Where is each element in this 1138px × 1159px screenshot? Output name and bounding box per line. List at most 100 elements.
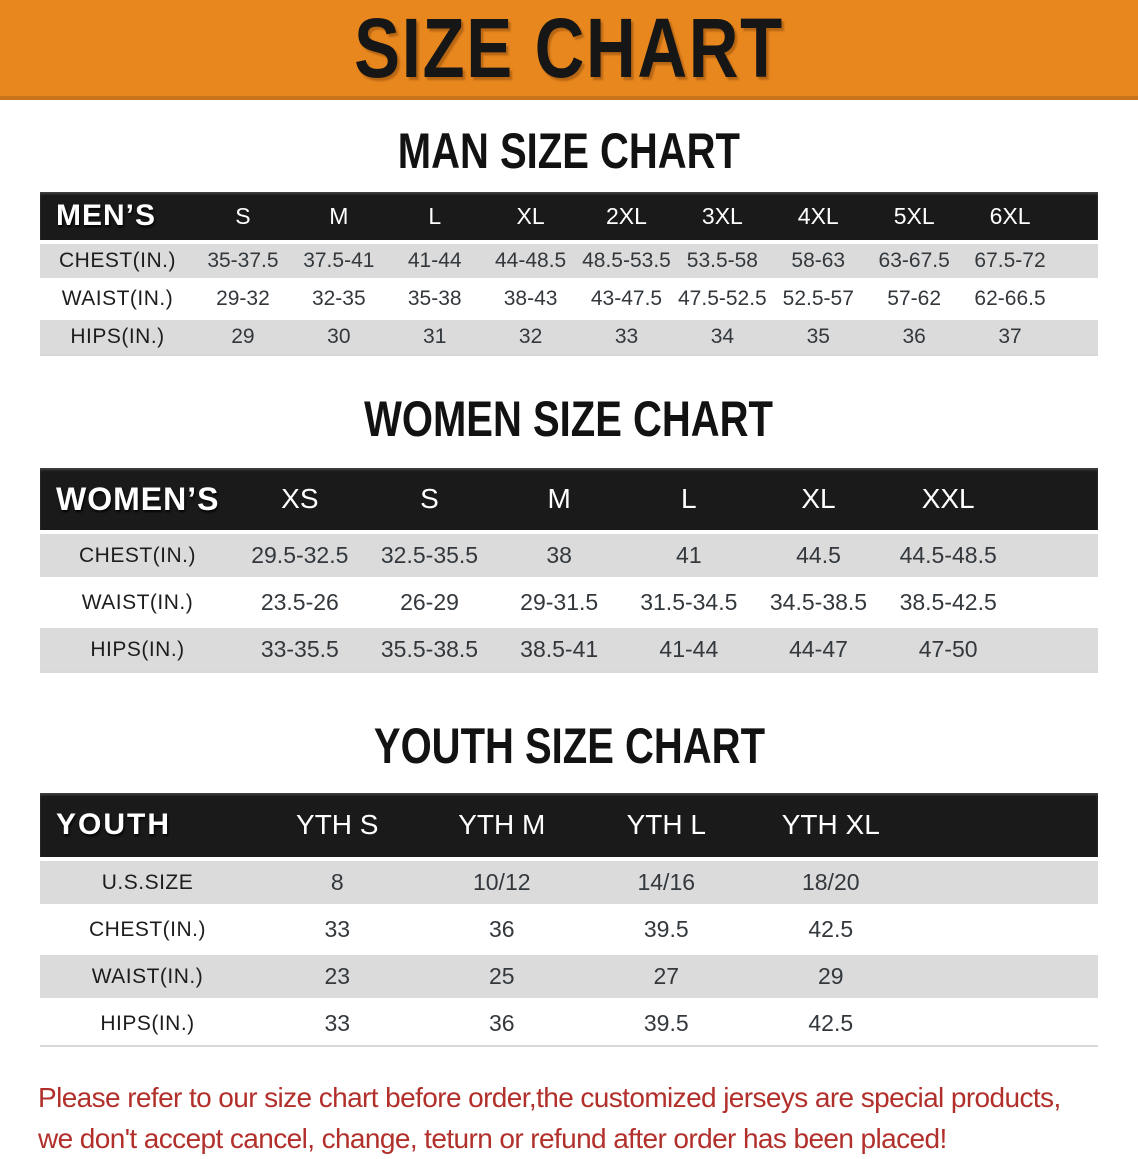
size-value-cell: 44-47 (789, 636, 848, 662)
size-value-cell: 57-62 (887, 287, 942, 310)
size-value-cell: 33 (324, 1010, 351, 1036)
table-header-row: MEN’S S M L XL 2XL 3XL 4XL 5XL 6XL (40, 192, 1098, 240)
size-col-header: M (329, 202, 349, 229)
size-value-cell: 38-43 (503, 287, 558, 310)
size-value-cell: 32 (518, 325, 543, 348)
size-value-cell: 53.5-58 (686, 249, 758, 272)
size-value-cell: 41 (676, 542, 702, 568)
size-value-cell: 35-38 (407, 287, 462, 310)
size-col-header: L (428, 202, 442, 229)
size-chart-banner: SIZE CHART (0, 0, 1138, 100)
size-value-cell: 41-44 (407, 249, 462, 272)
size-value-cell: 47.5-52.5 (678, 287, 767, 310)
table-header-row: YOUTH YTH S YTH M YTH L YTH XL (40, 793, 1098, 857)
size-col-header: XXL (921, 483, 975, 514)
size-value-cell: 63-67.5 (878, 249, 950, 272)
size-value-cell: 37 (998, 325, 1022, 348)
size-value-cell: 62-66.5 (974, 287, 1046, 310)
youth-section-heading-text: YOUTH SIZE CHART (373, 718, 765, 774)
order-policy-line-2: we don't accept cancel, change, teturn o… (38, 1123, 947, 1154)
size-value-cell: 48.5-53.5 (582, 249, 671, 272)
size-value-cell: 35.5-38.5 (380, 636, 479, 662)
table-row: WAIST(IN.) 23.5-26 26-29 29-31.5 31.5-34.5 34… (40, 581, 1098, 624)
table-row: U.S.SIZE 8 10/12 14/16 18/20 (40, 861, 1098, 904)
men-section-heading-text: MAN SIZE CHART (397, 123, 741, 179)
size-value-cell: 43-47.5 (590, 287, 663, 310)
size-value-cell: 38.5-41 (520, 636, 599, 662)
size-value-cell: 8 (330, 869, 344, 895)
size-col-header: L (681, 483, 697, 514)
size-value-cell: 42.5 (808, 1010, 854, 1036)
size-value-cell: 33 (614, 325, 639, 348)
table-row: CHEST(IN.) 33 36 39.5 42.5 (40, 908, 1098, 951)
size-value-cell: 29-31.5 (520, 589, 599, 615)
size-col-header: XS (281, 483, 319, 514)
youth-section-heading: YOUTH SIZE CHART (0, 721, 1138, 771)
size-col-header: YTH M (458, 809, 546, 840)
size-col-header: 3XL (701, 202, 743, 229)
size-value-cell: 42.5 (808, 916, 854, 942)
men-section-heading: MAN SIZE CHART (0, 126, 1138, 176)
size-col-header: YTH S (296, 809, 379, 840)
women-size-table: WOMEN’S XS S M L XL XXL CHEST(IN.) 29.5-32.5 32.5… (40, 468, 1098, 673)
women-section-heading-text: WOMEN SIZE CHART (364, 391, 774, 447)
size-value-cell: 41-44 (659, 636, 719, 662)
size-value-cell: 32.5-35.5 (380, 542, 479, 568)
order-policy-note: Please refer to our size chart before or… (38, 1077, 1138, 1159)
size-value-cell: 33 (324, 916, 351, 942)
row-label: CHEST(IN.) (89, 917, 206, 941)
size-col-header: S (235, 202, 251, 229)
size-value-cell: 67.5-72 (974, 249, 1046, 272)
size-value-cell: 25 (488, 963, 515, 989)
size-value-cell: 26-29 (400, 589, 459, 615)
table-header-row: WOMEN’S XS S M L XL XXL (40, 468, 1098, 530)
size-value-cell: 31 (423, 325, 447, 348)
row-label: HIPS(IN.) (100, 1011, 195, 1035)
size-value-cell: 32-35 (311, 287, 366, 310)
corner-label: YOUTH (56, 808, 171, 841)
men-size-table: MEN’S S M L XL 2XL 3XL 4XL 5XL 6XL CHEST(IN.) 35-37… (40, 192, 1098, 356)
banner-title: SIZE CHART (354, 1, 784, 95)
size-value-cell: 44.5 (796, 542, 841, 568)
row-label: CHEST(IN.) (59, 249, 176, 272)
size-value-cell: 37.5-41 (303, 249, 375, 272)
row-label: HIPS(IN.) (90, 637, 185, 661)
size-value-cell: 31.5-34.5 (640, 589, 738, 615)
size-value-cell: 44-48.5 (494, 249, 567, 272)
table-row: WAIST(IN.) 29-32 32-35 35-38 38-43 43-47.5 47.… (40, 282, 1098, 316)
size-value-cell: 35-37.5 (207, 249, 279, 272)
size-value-cell: 29 (231, 325, 255, 348)
size-value-cell: 29-32 (216, 287, 270, 310)
size-value-cell: 58-63 (791, 249, 846, 272)
table-row: HIPS(IN.) 29 30 31 32 33 34 35 36 37 (40, 320, 1098, 354)
size-value-cell: 34 (710, 325, 735, 348)
size-value-cell: 38 (546, 542, 572, 568)
size-value-cell: 39.5 (643, 916, 689, 942)
size-value-cell: 27 (653, 963, 680, 989)
size-col-header: YTH XL (781, 809, 880, 840)
row-label: WAIST(IN.) (61, 287, 174, 310)
size-value-cell: 35 (806, 325, 830, 348)
size-value-cell: 18/20 (801, 869, 860, 895)
size-col-header: S (420, 483, 439, 514)
corner-label: MEN’S (56, 199, 157, 232)
women-section-heading: WOMEN SIZE CHART (0, 394, 1138, 444)
row-label: HIPS(IN.) (70, 325, 165, 348)
size-value-cell: 44.5-48.5 (899, 542, 997, 568)
size-value-cell: 38.5-42.5 (899, 589, 997, 615)
size-value-cell: 33-35.5 (260, 636, 339, 662)
size-col-header: 4XL (797, 202, 839, 229)
size-value-cell: 29 (817, 963, 844, 989)
size-col-header: 6XL (989, 202, 1031, 229)
row-label: WAIST(IN.) (81, 590, 194, 614)
size-value-cell: 47-50 (918, 636, 978, 662)
size-value-cell: 23.5-26 (260, 589, 339, 615)
size-value-cell: 10/12 (472, 869, 531, 895)
row-label: WAIST(IN.) (91, 964, 204, 988)
table-row: CHEST(IN.) 35-37.5 37.5-41 41-44 44-48.5 48.5… (40, 244, 1098, 278)
size-col-header: 2XL (606, 202, 647, 229)
size-value-cell: 36 (488, 916, 515, 942)
size-value-cell: 36 (902, 325, 926, 348)
youth-size-table: YOUTH YTH S YTH M YTH L YTH XL U.S.SIZE 8 10/12… (40, 793, 1098, 1047)
size-value-cell: 34.5-38.5 (769, 589, 868, 615)
